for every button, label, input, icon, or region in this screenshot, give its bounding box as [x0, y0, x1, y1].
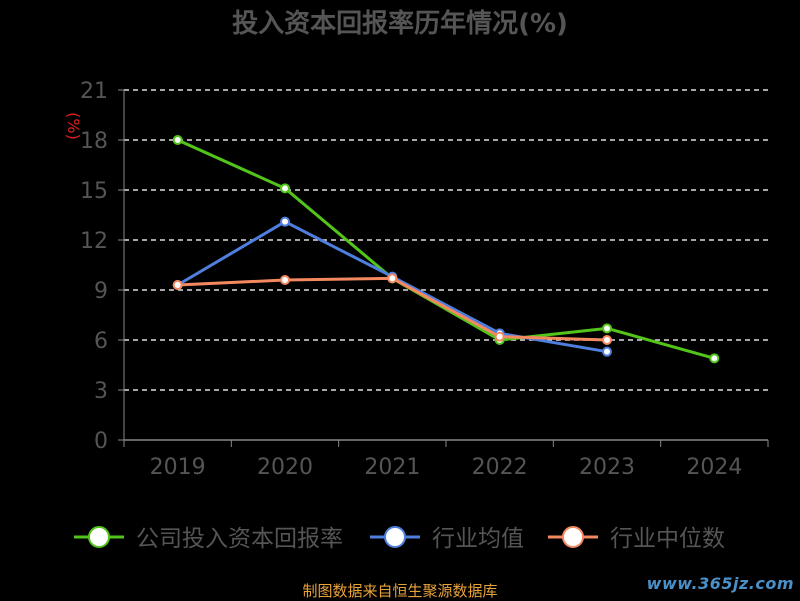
y-tick-label: 9 [94, 279, 108, 304]
data-point [494, 331, 505, 342]
y-tick-label: 0 [94, 429, 108, 454]
legend-item-2: 行业均值 [370, 526, 524, 552]
legend-item-3: 行业中位数 [548, 526, 725, 552]
x-tick-label: 2021 [364, 455, 420, 480]
data-source-note: 制图数据来自恒生聚源数据库 [302, 582, 498, 600]
data-point [280, 183, 290, 194]
legend-label: 行业均值 [432, 526, 524, 552]
legend-item-1: 公司投入资本回报率 [74, 526, 343, 552]
legend-label: 行业中位数 [610, 526, 725, 552]
y-tick-label: 6 [94, 329, 108, 354]
x-tick-label: 2023 [579, 455, 635, 480]
data-point [602, 323, 612, 334]
legend-label: 公司投入资本回报率 [136, 526, 343, 552]
data-point [280, 275, 290, 285]
chart-title: 投入资本回报率历年情况(%) [232, 8, 568, 39]
axes: 0 3 6 9 12 15 18 21 2019 2020 2021 2022 2023 2024 [80, 79, 769, 480]
x-tick-label: 2020 [257, 455, 313, 480]
series-line [177, 276, 608, 342]
legend-marker [384, 526, 406, 548]
series-line [176, 220, 608, 354]
data-point [602, 346, 612, 357]
data-point [387, 273, 398, 284]
series-1 [172, 135, 720, 364]
data-point [709, 353, 720, 364]
series-3 [172, 273, 612, 345]
legend: 公司投入资本回报率 行业均值 行业中位数 [74, 526, 725, 552]
y-tick-label: 18 [80, 129, 108, 154]
y-axis-label: (%) [64, 112, 83, 140]
legend-marker [562, 526, 584, 548]
y-tick-label: 12 [80, 229, 108, 254]
x-tick-label: 2019 [150, 455, 206, 480]
data-point [172, 135, 183, 145]
legend-marker [88, 526, 110, 548]
y-tick-label: 15 [80, 179, 108, 204]
data-point [280, 216, 290, 227]
watermark-logo: www.365jz.com [646, 574, 794, 593]
data-point [172, 280, 183, 290]
series-lines [172, 135, 720, 364]
x-tick-label: 2022 [472, 455, 528, 480]
y-tick-label: 3 [94, 379, 108, 404]
y-tick-label: 21 [80, 79, 108, 104]
data-point [602, 335, 612, 345]
series-line [177, 138, 715, 360]
x-tick-label: 2024 [686, 455, 742, 480]
